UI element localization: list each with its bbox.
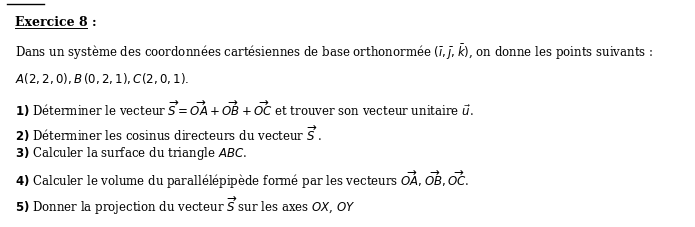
Text: $\mathbf{2)}$ Déterminer les cosinus directeurs du vecteur $\overrightarrow{S}$ : $\mathbf{2)}$ Déterminer les cosinus dir… <box>15 123 322 144</box>
Text: $A(2,2,0), B\,(0,2,1), C(2,0,1).$: $A(2,2,0), B\,(0,2,1), C(2,0,1).$ <box>15 71 190 86</box>
Text: $\mathbf{5)}$ Donner la projection du vecteur $\overrightarrow{S}$ sur les axes : $\mathbf{5)}$ Donner la projection du ve… <box>15 193 356 216</box>
Text: $\mathbf{4)}$ Calculer le volume du parallélépipède formé par les vecteurs $\ove: $\mathbf{4)}$ Calculer le volume du para… <box>15 168 470 190</box>
Text: $\mathbf{1)}$ Déterminer le vecteur $\overrightarrow{S} = \overrightarrow{OA} + : $\mathbf{1)}$ Déterminer le vecteur $\ov… <box>15 98 474 118</box>
Text: Dans un système des coordonnées cartésiennes de base orthonormée $( \bar{\imath}: Dans un système des coordonnées cartésie… <box>15 42 653 61</box>
Text: $\mathbf{3)}$ Calculer la surface du triangle $ABC$.: $\mathbf{3)}$ Calculer la surface du tri… <box>15 144 247 161</box>
Text: Exercice 8 :: Exercice 8 : <box>15 16 97 29</box>
